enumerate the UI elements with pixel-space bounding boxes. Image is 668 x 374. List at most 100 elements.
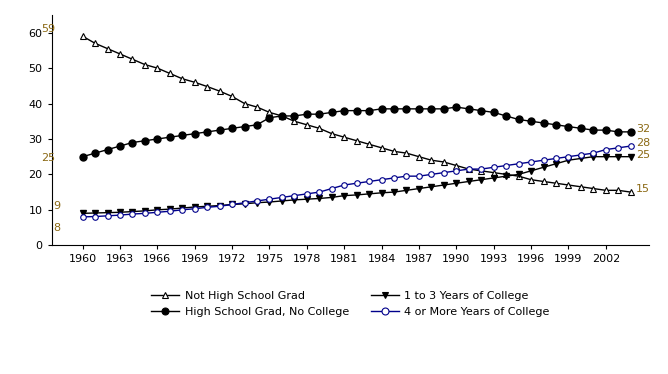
Not High School Grad [91, 41, 99, 46]
4 or More Years of College [452, 169, 460, 173]
Not High School Grad [265, 110, 273, 115]
Not High School Grad [615, 188, 623, 193]
High School Grad, No College [540, 121, 548, 125]
4 or More Years of College [240, 200, 248, 205]
1 to 3 Years of College [141, 209, 149, 213]
1 to 3 Years of College [552, 162, 560, 166]
1 to 3 Years of College [440, 183, 448, 187]
Not High School Grad [527, 177, 535, 182]
Not High School Grad [589, 186, 597, 191]
Not High School Grad [353, 138, 361, 143]
4 or More Years of College [128, 212, 136, 216]
1 to 3 Years of College [328, 195, 336, 200]
Line: 1 to 3 Years of College: 1 to 3 Years of College [80, 154, 633, 216]
1 to 3 Years of College [315, 196, 323, 201]
1 to 3 Years of College [303, 197, 311, 202]
1 to 3 Years of College [291, 197, 299, 202]
1 to 3 Years of College [91, 211, 99, 215]
High School Grad, No College [79, 154, 87, 159]
Not High School Grad [278, 114, 286, 118]
High School Grad, No College [216, 128, 224, 132]
4 or More Years of College [502, 163, 510, 168]
Text: 25: 25 [636, 150, 651, 160]
Text: 59: 59 [41, 24, 55, 34]
Text: 9: 9 [53, 201, 60, 211]
1 to 3 Years of College [415, 186, 423, 191]
4 or More Years of College [216, 204, 224, 209]
High School Grad, No College [265, 116, 273, 120]
4 or More Years of College [527, 160, 535, 164]
4 or More Years of College [403, 174, 411, 178]
4 or More Years of College [178, 208, 186, 212]
Not High School Grad [440, 160, 448, 164]
4 or More Years of College [315, 190, 323, 194]
High School Grad, No College [303, 112, 311, 116]
High School Grad, No College [415, 107, 423, 111]
Text: 32: 32 [636, 124, 651, 134]
4 or More Years of College [291, 193, 299, 198]
Not High School Grad [540, 179, 548, 184]
High School Grad, No College [240, 124, 248, 129]
Not High School Grad [377, 145, 385, 150]
1 to 3 Years of College [79, 211, 87, 215]
Not High School Grad [228, 94, 236, 99]
Not High School Grad [465, 167, 473, 171]
4 or More Years of College [166, 209, 174, 214]
4 or More Years of College [141, 211, 149, 215]
1 to 3 Years of College [154, 208, 162, 212]
1 to 3 Years of College [514, 172, 522, 177]
1 to 3 Years of College [527, 169, 535, 173]
4 or More Years of College [104, 214, 112, 218]
1 to 3 Years of College [615, 154, 623, 159]
Not High School Grad [415, 154, 423, 159]
1 to 3 Years of College [166, 207, 174, 211]
Not High School Grad [428, 158, 436, 162]
4 or More Years of College [627, 144, 635, 148]
1 to 3 Years of College [216, 203, 224, 208]
High School Grad, No College [315, 112, 323, 116]
High School Grad, No College [91, 151, 99, 155]
4 or More Years of College [589, 151, 597, 155]
1 to 3 Years of College [128, 209, 136, 214]
High School Grad, No College [116, 144, 124, 148]
Not High School Grad [303, 123, 311, 127]
1 to 3 Years of College [353, 193, 361, 197]
Not High School Grad [191, 80, 199, 85]
1 to 3 Years of College [178, 206, 186, 210]
1 to 3 Years of College [377, 191, 385, 195]
4 or More Years of College [564, 154, 572, 159]
4 or More Years of College [477, 167, 485, 171]
1 to 3 Years of College [104, 211, 112, 215]
Not High School Grad [502, 172, 510, 177]
1 to 3 Years of College [365, 191, 373, 196]
1 to 3 Years of College [240, 202, 248, 206]
4 or More Years of College [340, 183, 348, 187]
Not High School Grad [104, 46, 112, 51]
4 or More Years of College [365, 179, 373, 184]
1 to 3 Years of College [577, 156, 585, 161]
Not High School Grad [602, 188, 610, 193]
High School Grad, No College [104, 147, 112, 152]
Not High School Grad [564, 183, 572, 187]
Not High School Grad [154, 66, 162, 70]
4 or More Years of College [415, 174, 423, 178]
Not High School Grad [577, 184, 585, 189]
High School Grad, No College [141, 138, 149, 143]
4 or More Years of College [440, 171, 448, 175]
High School Grad, No College [602, 128, 610, 132]
High School Grad, No College [328, 110, 336, 115]
Not High School Grad [141, 62, 149, 67]
Not High School Grad [627, 190, 635, 194]
4 or More Years of College [390, 176, 398, 180]
High School Grad, No College [552, 123, 560, 127]
1 to 3 Years of College [452, 181, 460, 186]
4 or More Years of College [228, 202, 236, 207]
1 to 3 Years of College [265, 200, 273, 204]
High School Grad, No College [615, 130, 623, 134]
High School Grad, No College [377, 107, 385, 111]
4 or More Years of College [253, 199, 261, 203]
1 to 3 Years of College [589, 154, 597, 159]
Not High School Grad [552, 181, 560, 186]
Not High School Grad [240, 101, 248, 106]
High School Grad, No College [564, 124, 572, 129]
